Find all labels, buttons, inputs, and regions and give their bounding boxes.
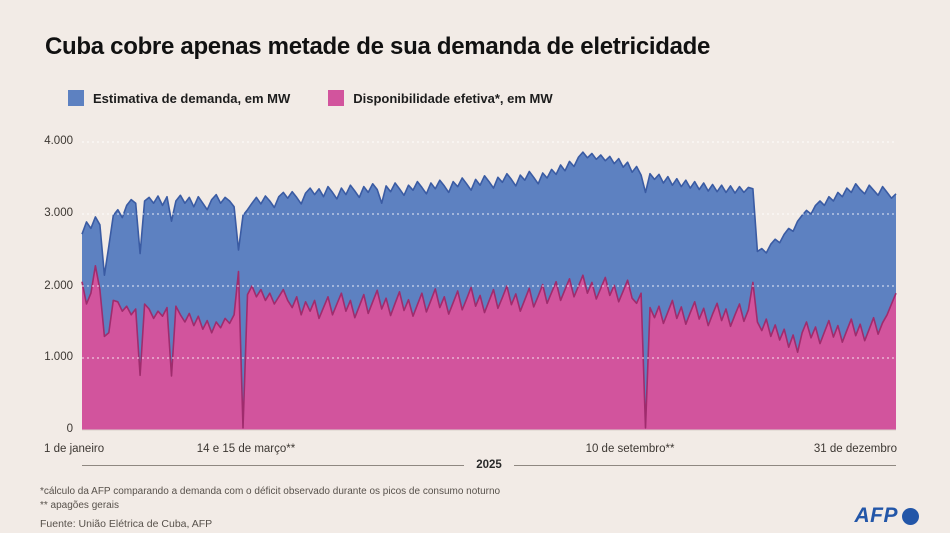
availability-swatch-icon <box>328 90 345 106</box>
x-tick-14-15-marco: 14 e 15 de março** <box>196 443 296 455</box>
page-title: Cuba cobre apenas metade de sua demanda … <box>45 33 711 60</box>
y-tick-0: 0 <box>66 423 73 435</box>
demand-swatch-icon <box>68 90 84 106</box>
y-tick-2000: 2.000 <box>44 280 73 292</box>
y-tick-4000: 4.000 <box>44 135 73 147</box>
legend: Estimativa de demanda, em MW Disponibili… <box>68 90 553 106</box>
x-tick-1-janeiro: 1 de janeiro <box>44 443 105 455</box>
legend-item-demand: Estimativa de demanda, em MW <box>68 90 290 106</box>
axis-rule-right <box>513 464 896 466</box>
legend-item-availability: Disponibilidade efetiva*, em MW <box>328 90 553 106</box>
afp-logo: AFP <box>854 504 919 528</box>
afp-logo-circle-icon <box>902 507 919 525</box>
footnote-calculation: *cálculo da AFP comparando a demanda com… <box>40 486 501 497</box>
y-tick-3000: 3.000 <box>44 207 73 219</box>
area-chart <box>81 141 897 431</box>
axis-rule-left <box>82 464 465 466</box>
year-label: 2025 <box>476 459 502 471</box>
footnote-blackouts: ** apagões gerais <box>40 500 119 511</box>
year-axis-divider: 2025 <box>82 459 896 471</box>
legend-label-demand: Estimativa de demanda, em MW <box>93 90 291 106</box>
afp-logo-text: AFP <box>854 504 898 527</box>
legend-label-availability: Disponibilidade efetiva*, em MW <box>353 90 553 106</box>
x-tick-10-setembro: 10 de setembro** <box>585 443 675 455</box>
y-tick-1000: 1.000 <box>44 351 73 363</box>
x-tick-31-dezembro: 31 de dezembro <box>813 443 897 455</box>
source-credit: Fuente: União Elétrica de Cuba, AFP <box>40 518 213 530</box>
